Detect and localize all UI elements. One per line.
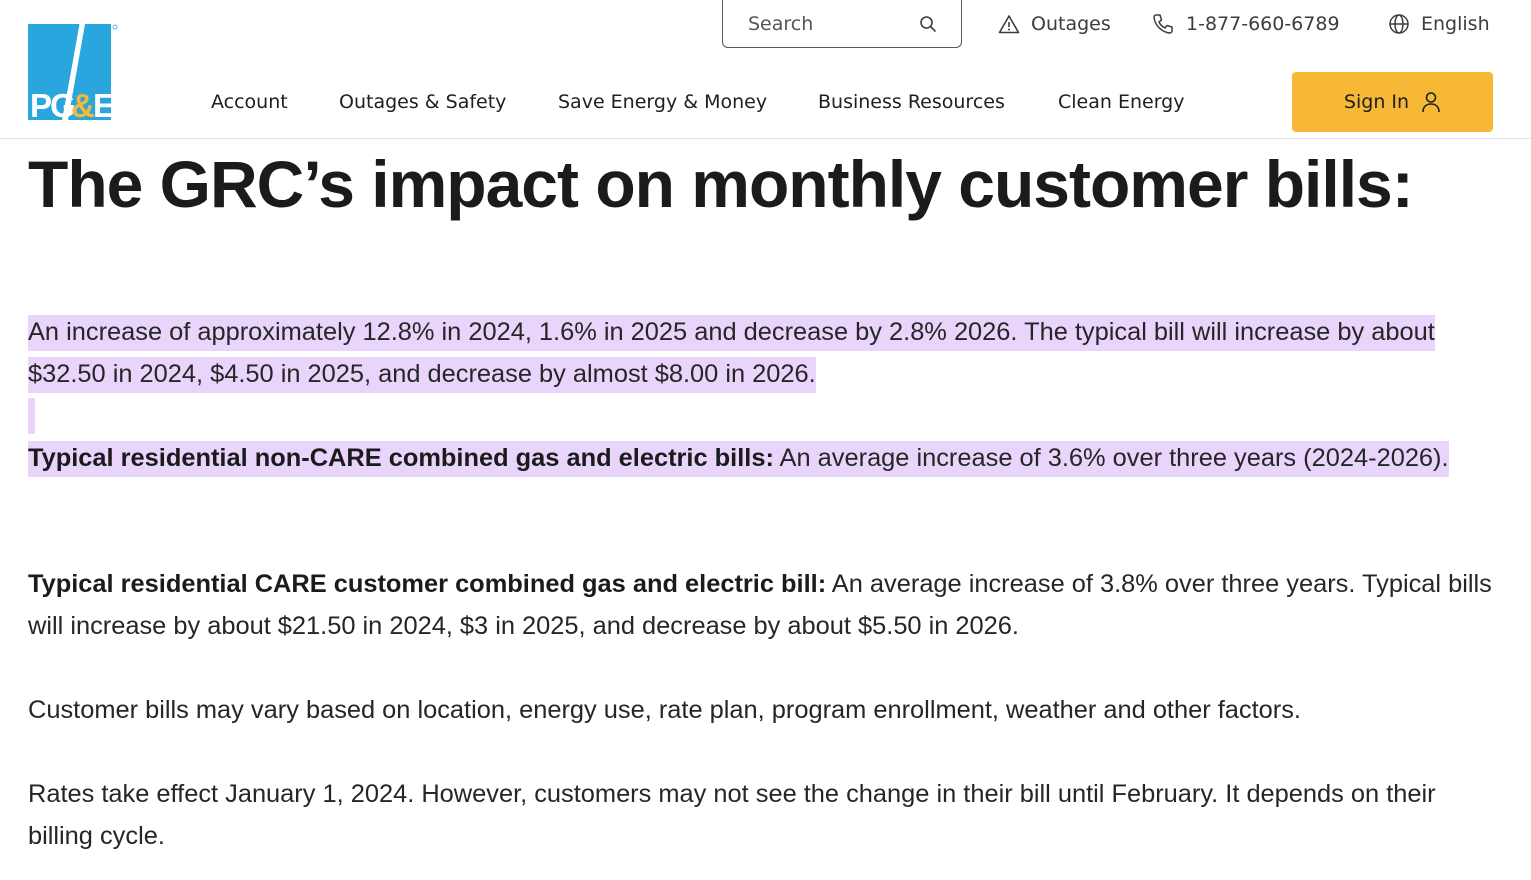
search-icon[interactable] [919,15,937,33]
paragraph-care: Typical residential CARE customer combin… [28,563,1498,647]
search-input[interactable]: Search [722,0,962,48]
language-selector[interactable]: English [1388,10,1490,38]
non-care-text: An average increase of 3.6% over three y… [773,444,1449,472]
warning-icon [998,15,1020,34]
nav-item-clean-energy[interactable]: Clean Energy [1058,91,1185,113]
highlighted-text[interactable]: Typical residential non-CARE combined ga… [28,441,1449,477]
sign-in-label: Sign In [1343,91,1410,113]
paragraph-overall-increase: An increase of approximately 12.8% in 20… [28,311,1498,395]
nav-item-save-energy[interactable]: Save Energy & Money [558,91,768,113]
nav-item-business-resources[interactable]: Business Resources [818,91,1005,113]
phone-link[interactable]: 1-877-660-6789 [1151,10,1340,38]
phone-number: 1-877-660-6789 [1186,13,1340,35]
search-placeholder: Search [748,12,814,35]
paragraph-non-care: Typical residential non-CARE combined ga… [28,437,1498,479]
highlighted-text[interactable]: An increase of approximately 12.8% in 20… [28,315,1435,393]
pge-logo[interactable]: PG & E [28,24,118,120]
user-icon [1422,92,1440,113]
outages-label: Outages [1031,13,1111,35]
svg-text:E: E [93,87,115,120]
non-care-heading: Typical residential non-CARE combined ga… [28,444,774,472]
paragraph-bill-variation: Customer bills may vary based on locatio… [28,696,1301,724]
page-title: The GRC’s impact on monthly customer bil… [28,147,1414,221]
highlight-blank-line [28,398,35,434]
paragraph-rates-effective: Rates take effect January 1, 2024. Howev… [28,780,1436,850]
svg-text:&: & [71,87,95,120]
svg-text:PG: PG [30,87,74,120]
sign-in-button[interactable]: Sign In [1292,72,1493,132]
language-label: English [1421,13,1490,35]
globe-icon [1389,14,1409,34]
care-text: An average increase of 3.8% over three y… [28,570,1492,640]
pge-logo-icon: PG & E [28,24,118,120]
site-header: PG & E Search Outages 1-877-660-6789 [0,0,1531,139]
phone-icon [1153,14,1173,34]
nav-item-outages-safety[interactable]: Outages & Safety [339,91,507,113]
outages-link[interactable]: Outages [998,10,1111,38]
nav-item-account[interactable]: Account [211,91,288,113]
care-heading: Typical residential CARE customer combin… [28,570,827,598]
